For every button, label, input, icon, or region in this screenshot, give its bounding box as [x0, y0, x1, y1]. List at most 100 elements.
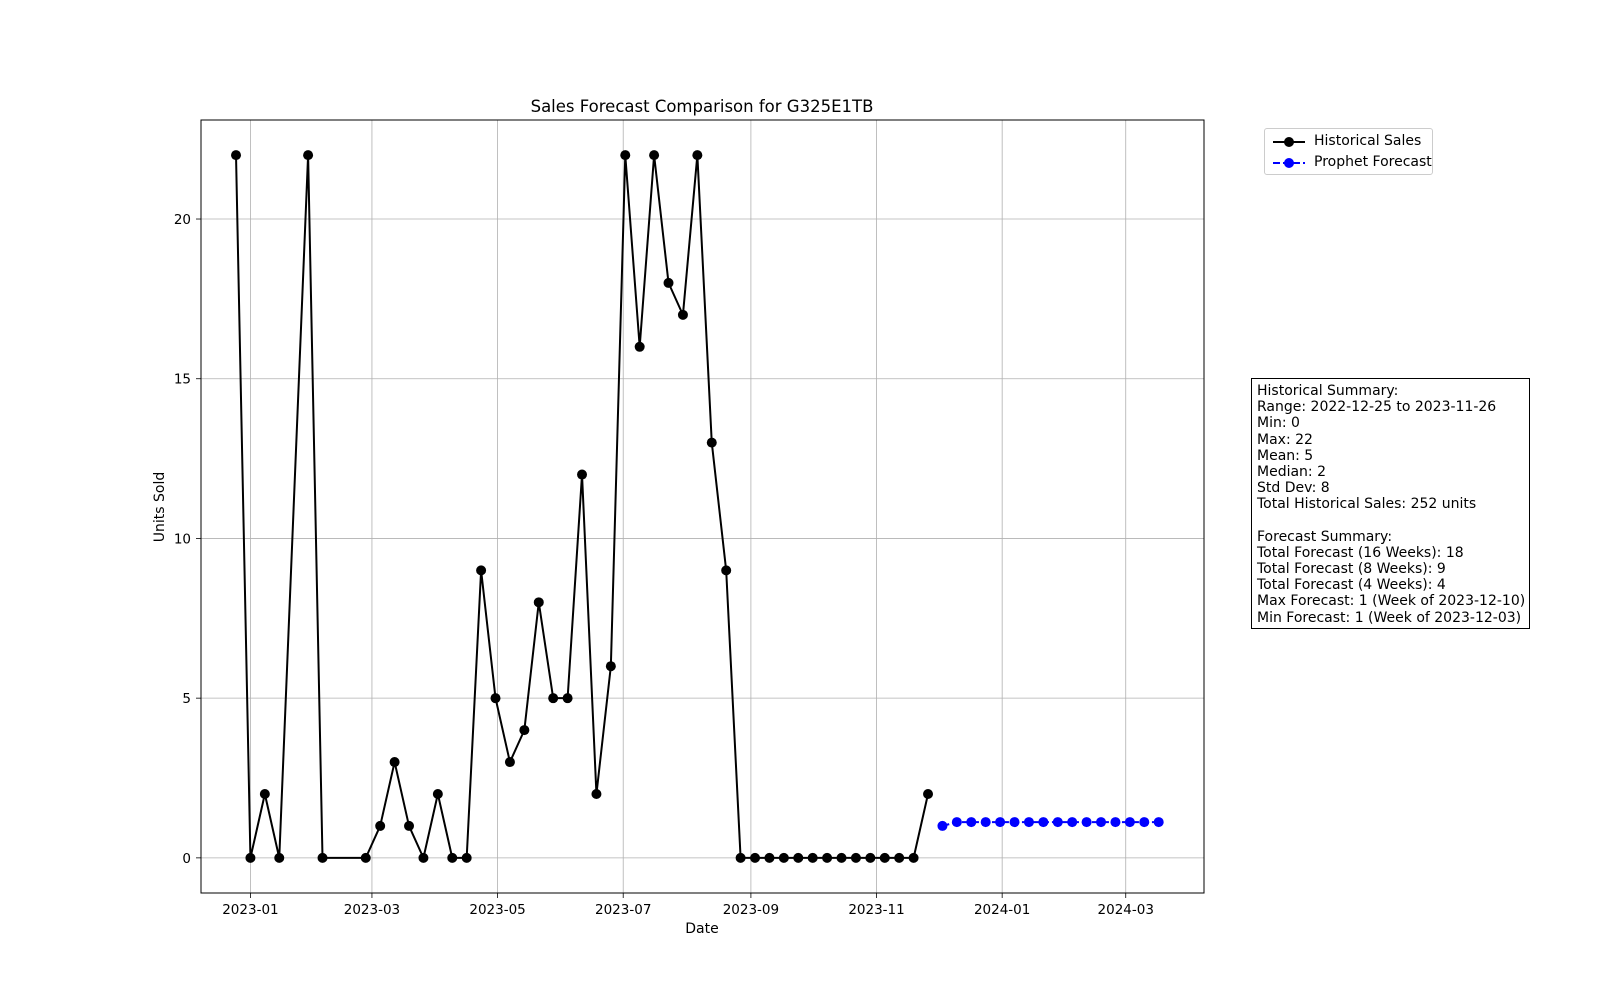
- summary-line: Max Forecast: 1 (Week of 2023-12-10): [1257, 593, 1526, 610]
- x-axis-ticks: 2023-01 2023-03 2023-05 2023-07 2023-09 2023-…: [222, 893, 1154, 918]
- historical-sales-point: [418, 852, 429, 863]
- x-axis-label: Date: [685, 921, 718, 937]
- historical-sales-point: [375, 820, 386, 831]
- historical-sales-point: [548, 693, 559, 704]
- historical-sales-point: [836, 852, 847, 863]
- historical-sales-point: [850, 852, 861, 863]
- historical-sales-point: [274, 852, 285, 863]
- summary-line: Max: 22: [1257, 431, 1313, 448]
- prophet-forecast-point: [995, 817, 1006, 828]
- y-tick-label: 10: [174, 531, 191, 547]
- x-tick-label: 2023-09: [723, 902, 779, 918]
- historical-sales-point: [778, 852, 789, 863]
- historical-sales-point: [259, 788, 270, 799]
- prophet-forecast-point: [1139, 817, 1150, 828]
- prophet-forecast-point: [1153, 817, 1164, 828]
- chart-title: Sales Forecast Comparison for G325E1TB: [531, 97, 874, 116]
- historical-sales-point: [591, 788, 602, 799]
- summary-line: Total Forecast (4 Weeks): 4: [1257, 577, 1446, 594]
- summary-line: Mean: 5: [1257, 447, 1314, 464]
- summary-line: Range: 2022-12-25 to 2023-11-26: [1257, 399, 1497, 416]
- prophet-forecast-point: [937, 820, 948, 831]
- historical-sales-point: [634, 341, 645, 352]
- historical-sales-point: [807, 852, 818, 863]
- historical-sales-point: [721, 565, 732, 576]
- legend-label-historical: Historical Sales: [1314, 133, 1422, 149]
- prophet-forecast-point: [1067, 817, 1078, 828]
- legend-line-forecast-icon: [1273, 158, 1305, 168]
- historical-sales-point: [404, 820, 415, 831]
- historical-sales-point: [908, 852, 919, 863]
- historical-sales-point: [476, 565, 487, 576]
- historical-sales-point: [317, 852, 328, 863]
- legend-entry-historical: Historical Sales: [1271, 132, 1431, 152]
- x-tick-label: 2023-07: [595, 902, 651, 918]
- historical-sales-point: [692, 150, 703, 161]
- legend: Historical Sales Prophet Forecast: [1264, 128, 1433, 175]
- summary-text-box: Historical Summary: Range: 2022-12-25 to…: [1251, 378, 1530, 629]
- prophet-forecast-line: [942, 821, 1159, 827]
- historical-sales-point: [447, 852, 458, 863]
- historical-sales-point: [750, 852, 761, 863]
- prophet-forecast-point: [966, 817, 977, 828]
- historical-sales-point: [923, 788, 934, 799]
- prophet-forecast-point: [980, 817, 991, 828]
- x-tick-label: 2024-01: [974, 902, 1030, 918]
- summary-line: Total Forecast (16 Weeks): 18: [1257, 544, 1464, 561]
- y-tick-label: 20: [174, 212, 191, 228]
- historical-sales-point: [706, 437, 717, 448]
- summary-line: Total Forecast (8 Weeks): 9: [1257, 561, 1446, 578]
- summary-line: Historical Summary:: [1257, 383, 1399, 399]
- historical-sales-point: [735, 852, 746, 863]
- summary-line: Median: 2: [1257, 463, 1326, 480]
- historical-sales-point: [562, 693, 573, 704]
- prophet-forecast-point: [1096, 817, 1107, 828]
- prophet-forecast-point: [1023, 817, 1034, 828]
- summary-line: Std Dev: 8: [1257, 480, 1330, 497]
- historical-sales-point: [663, 277, 674, 288]
- prophet-forecast-point: [1110, 817, 1121, 828]
- y-tick-label: 15: [174, 372, 191, 388]
- historical-sales-point: [519, 725, 530, 736]
- historical-sales-point: [533, 597, 544, 608]
- y-axis-label: Units Sold: [152, 472, 168, 542]
- series: [231, 150, 1164, 863]
- x-tick-label: 2024-03: [1098, 902, 1154, 918]
- y-tick-label: 5: [182, 691, 191, 707]
- summary-line: Min: 0: [1257, 415, 1300, 432]
- historical-sales-point: [389, 757, 400, 768]
- historical-sales-point: [620, 150, 631, 161]
- summary-line: Total Historical Sales: 252 units: [1257, 496, 1477, 513]
- prophet-forecast-point: [1038, 817, 1049, 828]
- historical-sales-point: [894, 852, 905, 863]
- historical-sales-line: [235, 154, 929, 859]
- historical-sales-point: [865, 852, 876, 863]
- prophet-forecast-point: [951, 817, 962, 828]
- historical-sales-point: [231, 150, 242, 161]
- legend-line-historical-icon: [1273, 137, 1305, 147]
- historical-sales-point: [360, 852, 371, 863]
- prophet-forecast-point: [1009, 817, 1020, 828]
- prophet-forecast-point: [1124, 817, 1135, 828]
- historical-sales-point: [677, 309, 688, 320]
- x-tick-label: 2023-11: [848, 902, 904, 918]
- summary-line: Forecast Summary:: [1257, 528, 1393, 545]
- plot-area-frame: [200, 119, 1205, 894]
- historical-sales-point: [245, 852, 256, 863]
- grid: [201, 120, 1204, 893]
- summary-line: Min Forecast: 1 (Week of 2023-12-03): [1257, 609, 1522, 626]
- historical-sales-point: [605, 661, 616, 672]
- historical-sales-point: [649, 150, 660, 161]
- prophet-forecast-point: [1081, 817, 1092, 828]
- historical-sales-point: [490, 693, 501, 704]
- summary-spacer: [1257, 513, 1524, 529]
- y-axis-ticks: 0 5 10 15 20: [174, 212, 201, 867]
- historical-sales-point: [432, 788, 443, 799]
- x-tick-label: 2023-05: [469, 902, 525, 918]
- historical-sales-point: [303, 150, 314, 161]
- legend-entry-forecast: Prophet Forecast: [1271, 153, 1432, 173]
- historical-sales-point: [793, 852, 804, 863]
- historical-sales-point: [879, 852, 890, 863]
- historical-sales-point: [461, 852, 472, 863]
